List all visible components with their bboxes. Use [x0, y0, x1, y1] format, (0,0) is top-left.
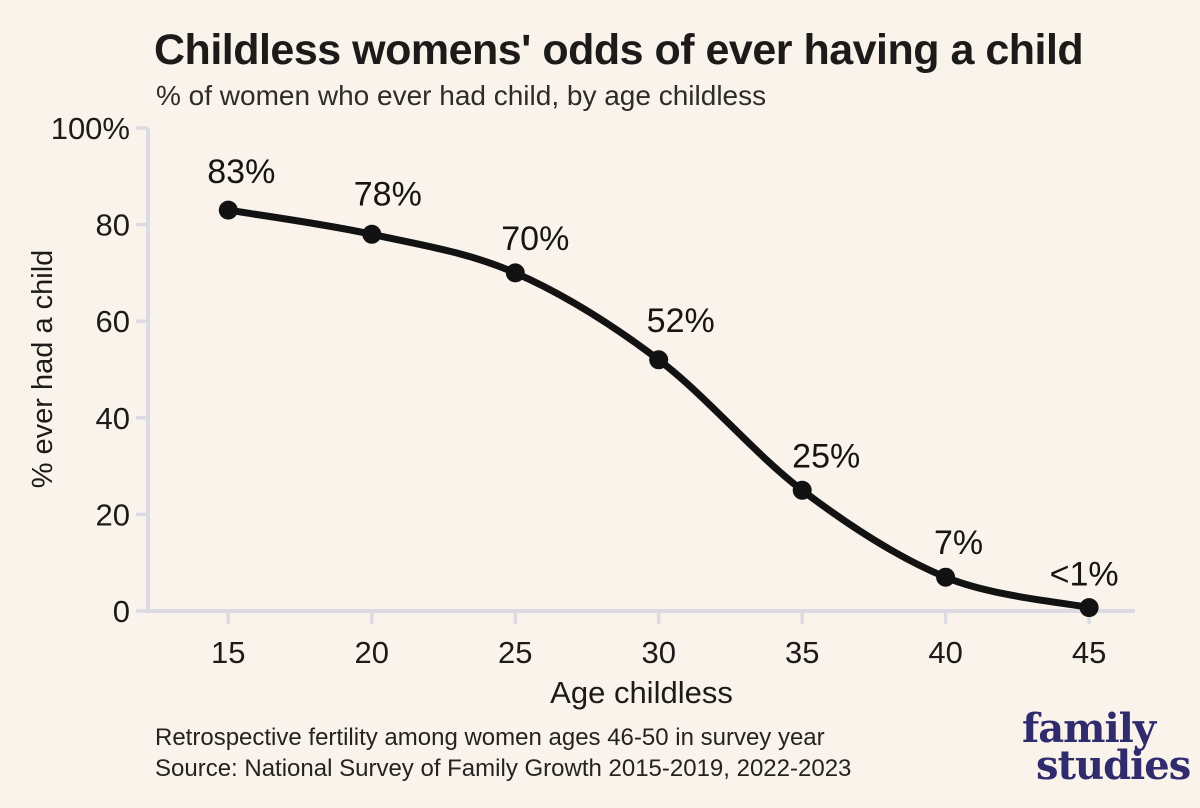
data-point	[649, 350, 669, 370]
data-point	[936, 567, 956, 587]
data-point-label: 52%	[647, 302, 715, 340]
chart-subtitle: % of women who ever had child, by age ch…	[156, 80, 767, 111]
data-point-label: 83%	[207, 153, 275, 191]
x-tick-label: 15	[211, 635, 245, 670]
source-line: Source: National Survey of Family Growth…	[155, 755, 852, 782]
data-point	[362, 224, 382, 244]
x-tick-label: 20	[355, 635, 389, 670]
x-tick-label: 25	[498, 635, 532, 670]
data-point-label: 78%	[354, 175, 422, 213]
chart-title: Childless womens' odds of ever having a …	[154, 26, 1084, 74]
y-tick-label: 0	[113, 594, 130, 629]
data-point	[505, 263, 525, 283]
x-tick-label: 30	[641, 635, 675, 670]
family-studies-logo: family studies	[1022, 705, 1191, 789]
data-point	[1079, 598, 1099, 618]
footnote: Retrospective fertility among women ages…	[155, 722, 851, 784]
x-tick-label: 35	[785, 635, 819, 670]
y-tick-label: 80	[96, 208, 130, 243]
data-point	[218, 200, 238, 220]
logo-word-studies: studies	[1036, 742, 1191, 789]
x-axis-title: Age childless	[550, 675, 733, 710]
y-tick-label: 20	[96, 497, 130, 532]
data-point-label: 70%	[501, 220, 569, 258]
x-tick-label: 45	[1072, 635, 1106, 670]
data-point	[792, 480, 812, 500]
y-axis-title: % ever had a child	[27, 250, 59, 489]
footnote-line: Retrospective fertility among women ages…	[155, 724, 825, 751]
data-point-label: <1%	[1050, 556, 1119, 594]
data-point-label: 25%	[792, 437, 860, 475]
logo-word-family: family	[1022, 705, 1156, 752]
y-tick-label: 100%	[51, 111, 130, 146]
data-point-label: 7%	[934, 524, 983, 562]
x-tick-label: 40	[928, 635, 962, 670]
y-tick-label: 60	[96, 304, 130, 339]
y-tick-label: 40	[96, 401, 130, 436]
